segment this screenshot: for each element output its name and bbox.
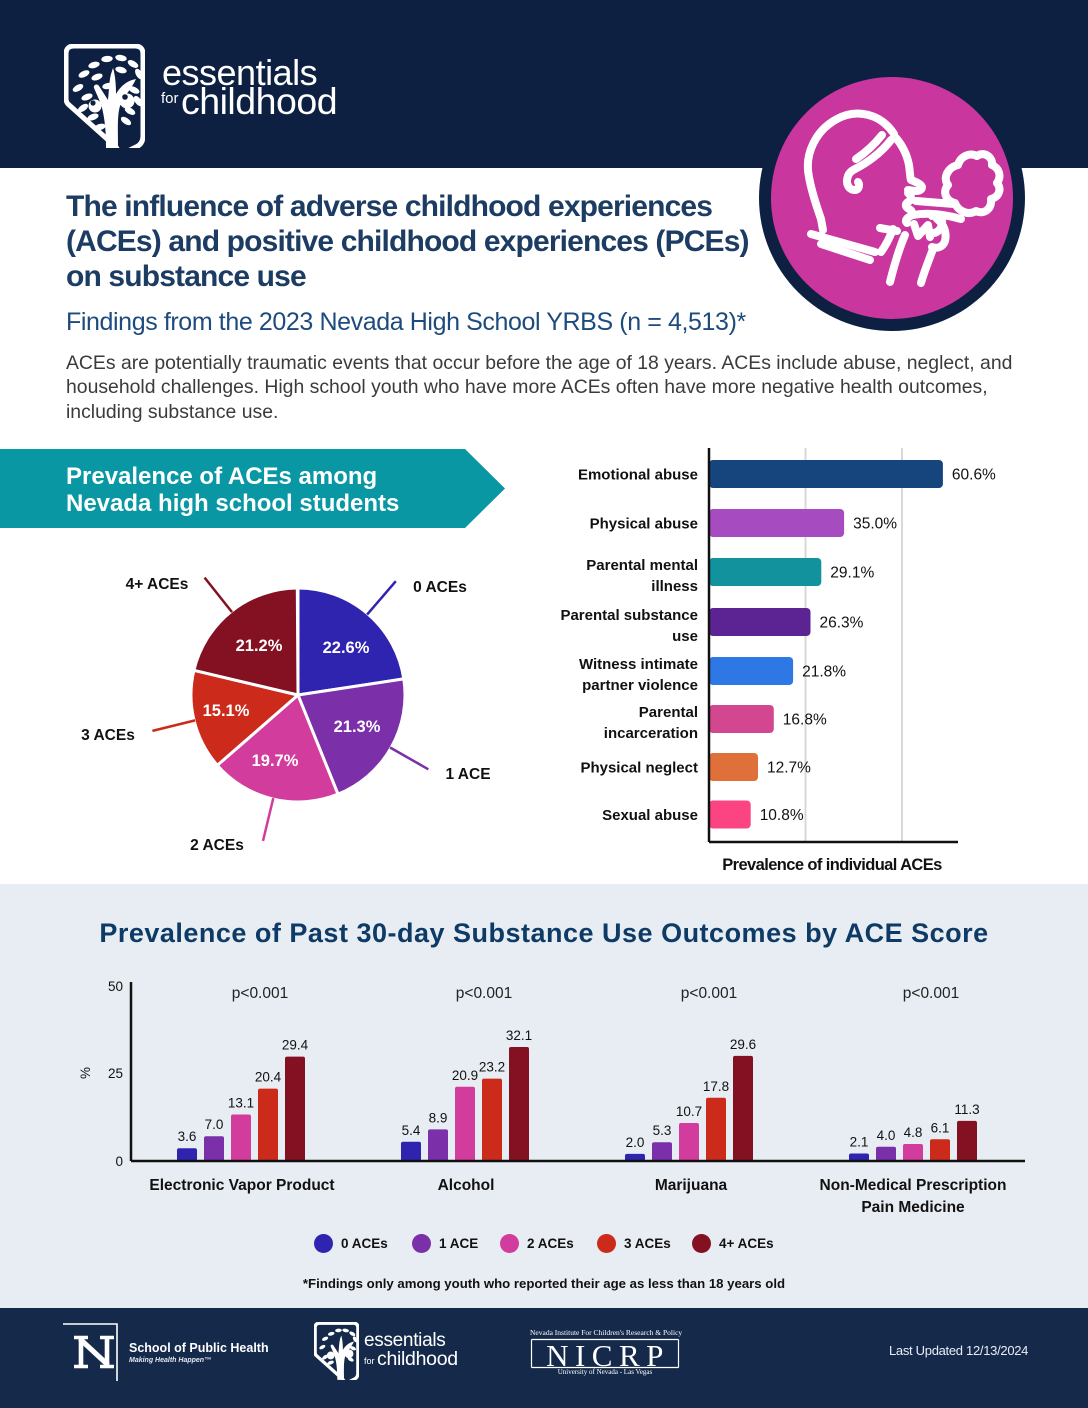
svg-text:p<0.001: p<0.001	[232, 985, 288, 1002]
svg-text:Sexual abuse: Sexual abuse	[602, 807, 698, 824]
svg-text:6.1: 6.1	[931, 1120, 950, 1135]
svg-text:35.0%: 35.0%	[853, 516, 897, 533]
svg-text:16.8%: 16.8%	[783, 712, 827, 729]
svg-text:13.1: 13.1	[228, 1096, 254, 1111]
svg-text:0: 0	[115, 1154, 123, 1169]
svg-text:Physical abuse: Physical abuse	[590, 516, 698, 533]
svg-text:Prevalence of individual ACEs: Prevalence of individual ACEs	[722, 856, 942, 874]
svg-text:26.3%: 26.3%	[820, 615, 864, 632]
svg-text:8.9: 8.9	[429, 1110, 448, 1125]
svg-text:Emotional abuse: Emotional abuse	[578, 467, 698, 484]
svg-text:Parental substance: Parental substance	[560, 607, 698, 624]
svg-text:p<0.001: p<0.001	[903, 985, 959, 1002]
svg-text:25: 25	[108, 1066, 123, 1081]
svg-text:p<0.001: p<0.001	[456, 985, 512, 1002]
svg-text:Non-Medical Prescription: Non-Medical Prescription	[820, 1177, 1007, 1194]
svg-text:Parental mental: Parental mental	[586, 557, 698, 574]
svg-text:2 ACEs: 2 ACEs	[190, 837, 244, 854]
svg-text:10.7: 10.7	[676, 1104, 702, 1119]
svg-text:7.0: 7.0	[205, 1117, 224, 1132]
svg-text:22.6%: 22.6%	[323, 639, 370, 657]
svg-text:incarceration: incarceration	[604, 725, 698, 742]
svg-text:21.3%: 21.3%	[334, 718, 381, 736]
svg-text:60.6%: 60.6%	[952, 467, 996, 484]
svg-text:17.8: 17.8	[703, 1079, 729, 1094]
svg-text:Witness intimate: Witness intimate	[579, 656, 698, 673]
svg-text:15.1%: 15.1%	[203, 702, 250, 720]
svg-text:50: 50	[108, 979, 123, 994]
svg-text:21.2%: 21.2%	[236, 637, 283, 655]
svg-text:p<0.001: p<0.001	[681, 985, 737, 1002]
svg-text:29.6: 29.6	[730, 1037, 756, 1052]
svg-text:20.4: 20.4	[255, 1070, 282, 1085]
svg-text:use: use	[672, 628, 698, 645]
svg-text:0 ACEs: 0 ACEs	[413, 579, 467, 596]
svg-text:5.4: 5.4	[402, 1123, 421, 1138]
svg-text:Parental: Parental	[639, 704, 698, 721]
svg-text:%: %	[78, 1067, 93, 1079]
svg-text:3 ACEs: 3 ACEs	[81, 727, 135, 744]
svg-text:10.8%: 10.8%	[760, 807, 804, 824]
svg-text:Pain Medicine: Pain Medicine	[861, 1199, 965, 1216]
svg-text:29.4: 29.4	[282, 1038, 309, 1053]
svg-text:23.2: 23.2	[479, 1060, 505, 1075]
svg-text:Electronic Vapor Product: Electronic Vapor Product	[149, 1177, 334, 1194]
svg-text:20.9: 20.9	[452, 1068, 478, 1083]
svg-text:2.0: 2.0	[626, 1135, 645, 1150]
svg-text:12.7%: 12.7%	[767, 760, 811, 777]
svg-text:4.8: 4.8	[904, 1125, 923, 1140]
svg-text:29.1%: 29.1%	[830, 565, 874, 582]
svg-text:11.3: 11.3	[954, 1102, 979, 1117]
svg-text:3.6: 3.6	[178, 1129, 197, 1144]
svg-text:19.7%: 19.7%	[252, 752, 299, 770]
svg-text:21.8%: 21.8%	[802, 664, 846, 681]
svg-text:4.0: 4.0	[877, 1128, 896, 1143]
svg-text:partner violence: partner violence	[582, 677, 698, 694]
svg-text:32.1: 32.1	[506, 1028, 532, 1043]
svg-text:4+ ACEs: 4+ ACEs	[126, 576, 189, 593]
svg-text:Physical neglect: Physical neglect	[580, 760, 698, 777]
svg-text:illness: illness	[651, 578, 698, 595]
svg-text:2.1: 2.1	[850, 1135, 869, 1150]
svg-text:Alcohol: Alcohol	[438, 1177, 495, 1194]
svg-text:1 ACE: 1 ACE	[445, 766, 490, 783]
svg-text:Marijuana: Marijuana	[655, 1177, 728, 1194]
svg-text:5.3: 5.3	[653, 1123, 672, 1138]
